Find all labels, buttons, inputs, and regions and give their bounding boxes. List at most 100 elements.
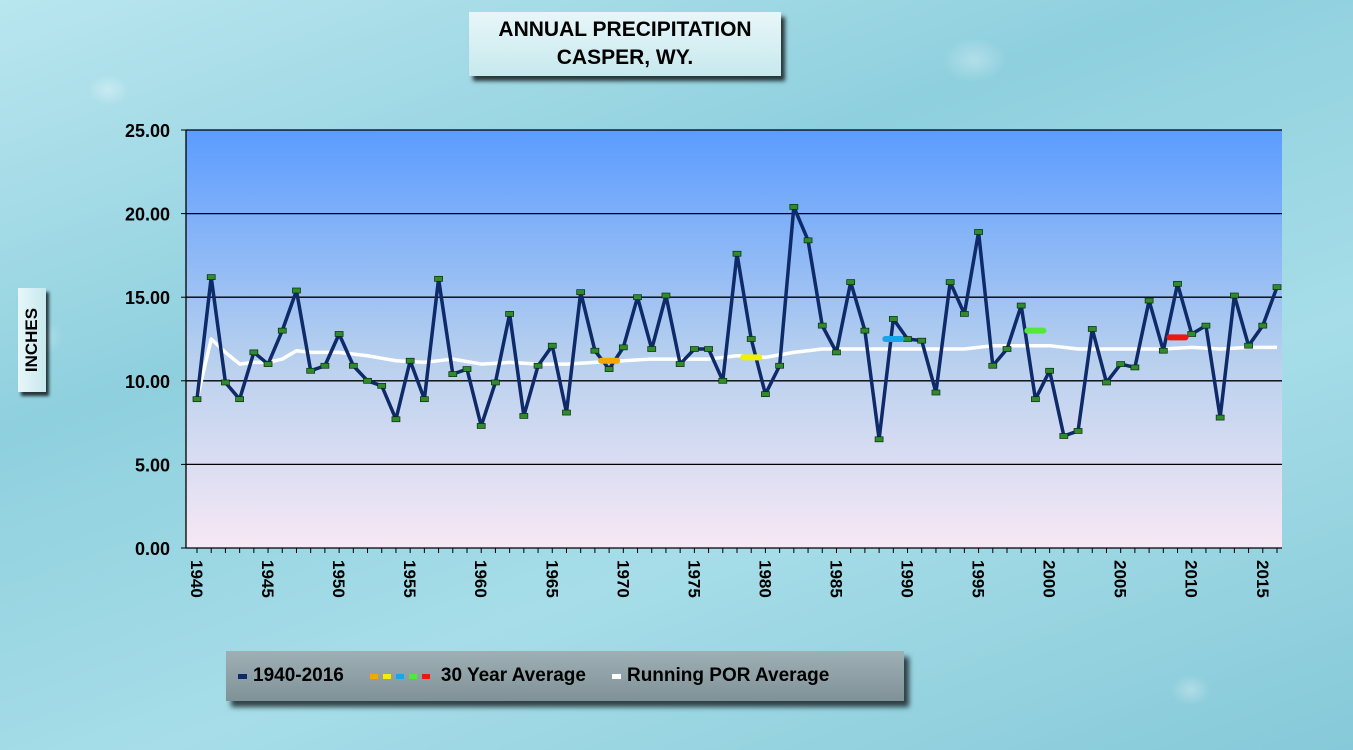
data-point-marker xyxy=(491,379,500,386)
data-point-marker xyxy=(363,377,372,384)
legend-label-30yr: 30 Year Average xyxy=(440,665,586,686)
data-point-marker xyxy=(1045,367,1054,374)
data-point-marker xyxy=(661,292,671,299)
y-tick-label: 5.00 xyxy=(135,455,170,475)
data-point-marker xyxy=(761,391,770,398)
data-point-marker xyxy=(1230,292,1239,299)
data-point-marker xyxy=(1158,347,1168,354)
data-point-marker xyxy=(221,379,230,386)
data-point-marker xyxy=(377,382,387,389)
data-point-marker xyxy=(604,366,614,372)
x-tick-label: 1975 xyxy=(684,560,703,598)
y-tick-label: 15.00 xyxy=(125,288,170,308)
data-point-marker xyxy=(192,396,202,403)
x-tick-label: 1990 xyxy=(898,560,917,598)
data-point-marker xyxy=(206,274,216,280)
chart-title-line2: CASPER, WY. xyxy=(556,46,694,69)
legend-swatch-annual xyxy=(238,673,247,679)
data-point-marker xyxy=(974,229,983,235)
data-point-marker xyxy=(263,361,273,367)
x-tick-label: 1960 xyxy=(471,560,490,598)
chart-title-line1: ANNUAL PRECIPITATION xyxy=(498,18,752,41)
y-tick-label: 25.00 xyxy=(125,121,170,141)
data-point-marker xyxy=(945,279,955,286)
legend-label-running: Running POR Average xyxy=(626,665,830,686)
data-point-marker xyxy=(547,342,557,349)
data-point-marker xyxy=(1244,342,1253,349)
data-point-marker xyxy=(1002,346,1012,352)
data-point-marker xyxy=(860,327,870,334)
data-point-marker xyxy=(1016,302,1026,309)
data-point-marker xyxy=(633,294,642,301)
legend-item-annual: 1940-2016 xyxy=(238,665,344,687)
data-point-marker xyxy=(576,289,586,296)
x-tick-label: 1970 xyxy=(613,560,632,598)
x-tick-label: 1950 xyxy=(329,560,348,598)
data-point-marker xyxy=(1272,284,1282,291)
data-point-marker xyxy=(1087,326,1097,332)
data-point-marker xyxy=(1201,322,1211,329)
data-point-marker xyxy=(775,362,784,369)
y-tick-label: 10.00 xyxy=(125,372,170,392)
data-point-marker xyxy=(1130,364,1140,371)
x-tick-label: 2015 xyxy=(1253,560,1272,598)
y-tick-label: 0.00 xyxy=(135,539,170,559)
data-point-marker xyxy=(1059,433,1069,439)
data-point-marker xyxy=(732,250,742,257)
data-point-marker xyxy=(590,347,600,354)
x-tick-label: 1995 xyxy=(969,560,988,598)
data-point-marker xyxy=(803,237,813,244)
data-point-marker xyxy=(391,416,401,423)
data-point-marker xyxy=(675,361,685,367)
data-point-marker xyxy=(704,346,713,352)
data-point-marker xyxy=(1258,322,1268,329)
data-point-marker xyxy=(988,362,998,369)
data-point-marker xyxy=(420,396,429,403)
legend: 1940-2016 30 Year Average Running POR Av… xyxy=(226,651,904,701)
data-point-marker xyxy=(960,311,969,317)
x-tick-label: 1965 xyxy=(542,560,561,598)
data-point-marker xyxy=(903,336,912,342)
x-tick-label: 2010 xyxy=(1182,560,1201,598)
data-point-marker xyxy=(292,287,301,294)
x-tick-label: 1940 xyxy=(187,560,206,598)
x-tick-label: 1945 xyxy=(258,560,277,598)
data-point-marker xyxy=(874,436,884,443)
x-tick-label: 2000 xyxy=(1040,560,1059,598)
data-point-marker xyxy=(1173,280,1182,287)
data-point-marker xyxy=(618,344,628,351)
chart-title: ANNUAL PRECIPITATION CASPER, WY. xyxy=(469,12,781,76)
data-point-marker xyxy=(1116,361,1126,367)
data-point-marker xyxy=(1215,414,1225,421)
data-point-marker xyxy=(320,362,330,369)
data-point-marker xyxy=(647,346,657,352)
x-tick-label: 2005 xyxy=(1111,560,1130,598)
data-point-marker xyxy=(917,337,927,344)
data-point-marker xyxy=(334,331,344,337)
x-tick-label: 1955 xyxy=(400,560,419,598)
data-point-marker xyxy=(249,349,259,356)
legend-swatch-running xyxy=(611,673,621,679)
data-point-marker xyxy=(235,396,244,403)
legend-label-annual: 1940-2016 xyxy=(253,665,344,686)
data-point-marker xyxy=(462,366,472,372)
data-point-marker xyxy=(888,316,898,322)
data-point-marker xyxy=(1187,331,1197,337)
x-tick-label: 1985 xyxy=(826,560,845,598)
plot-area xyxy=(186,130,1282,548)
data-point-marker xyxy=(405,357,415,364)
y-tick-label: 20.00 xyxy=(125,205,170,225)
legend-item-running: Running POR Average xyxy=(611,665,830,687)
data-point-marker xyxy=(533,362,543,369)
data-point-marker xyxy=(846,279,856,286)
data-point-marker xyxy=(746,336,756,342)
data-point-marker xyxy=(1073,428,1083,434)
data-point-marker xyxy=(519,413,529,419)
data-point-marker xyxy=(931,389,941,396)
y-axis-label-box: INCHES xyxy=(18,288,46,392)
data-point-marker xyxy=(789,204,799,210)
data-point-marker xyxy=(832,349,841,356)
data-point-marker xyxy=(448,371,458,377)
data-point-marker xyxy=(1144,297,1154,304)
